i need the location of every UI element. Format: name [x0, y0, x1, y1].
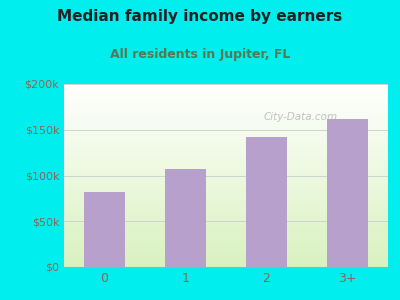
Bar	[84, 192, 125, 267]
Bar	[165, 169, 206, 267]
Text: Median family income by earners: Median family income by earners	[57, 9, 343, 24]
Bar	[327, 119, 368, 267]
Text: City-Data.com: City-Data.com	[264, 112, 338, 122]
Text: All residents in Jupiter, FL: All residents in Jupiter, FL	[110, 48, 290, 61]
Bar	[246, 137, 287, 267]
